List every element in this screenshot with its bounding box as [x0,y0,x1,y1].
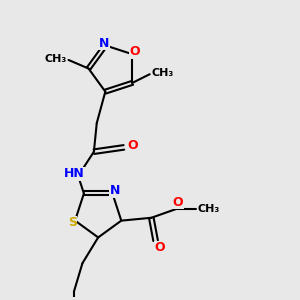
Text: O: O [154,241,165,254]
Text: O: O [172,196,183,208]
Text: O: O [130,46,140,59]
Text: CH₃: CH₃ [44,53,67,64]
Text: N: N [110,184,120,197]
Text: N: N [99,37,109,50]
Text: O: O [127,140,138,152]
Text: CH₃: CH₃ [197,204,220,214]
Text: S: S [68,216,77,230]
Text: CH₃: CH₃ [152,68,174,78]
Text: HN: HN [64,167,84,180]
